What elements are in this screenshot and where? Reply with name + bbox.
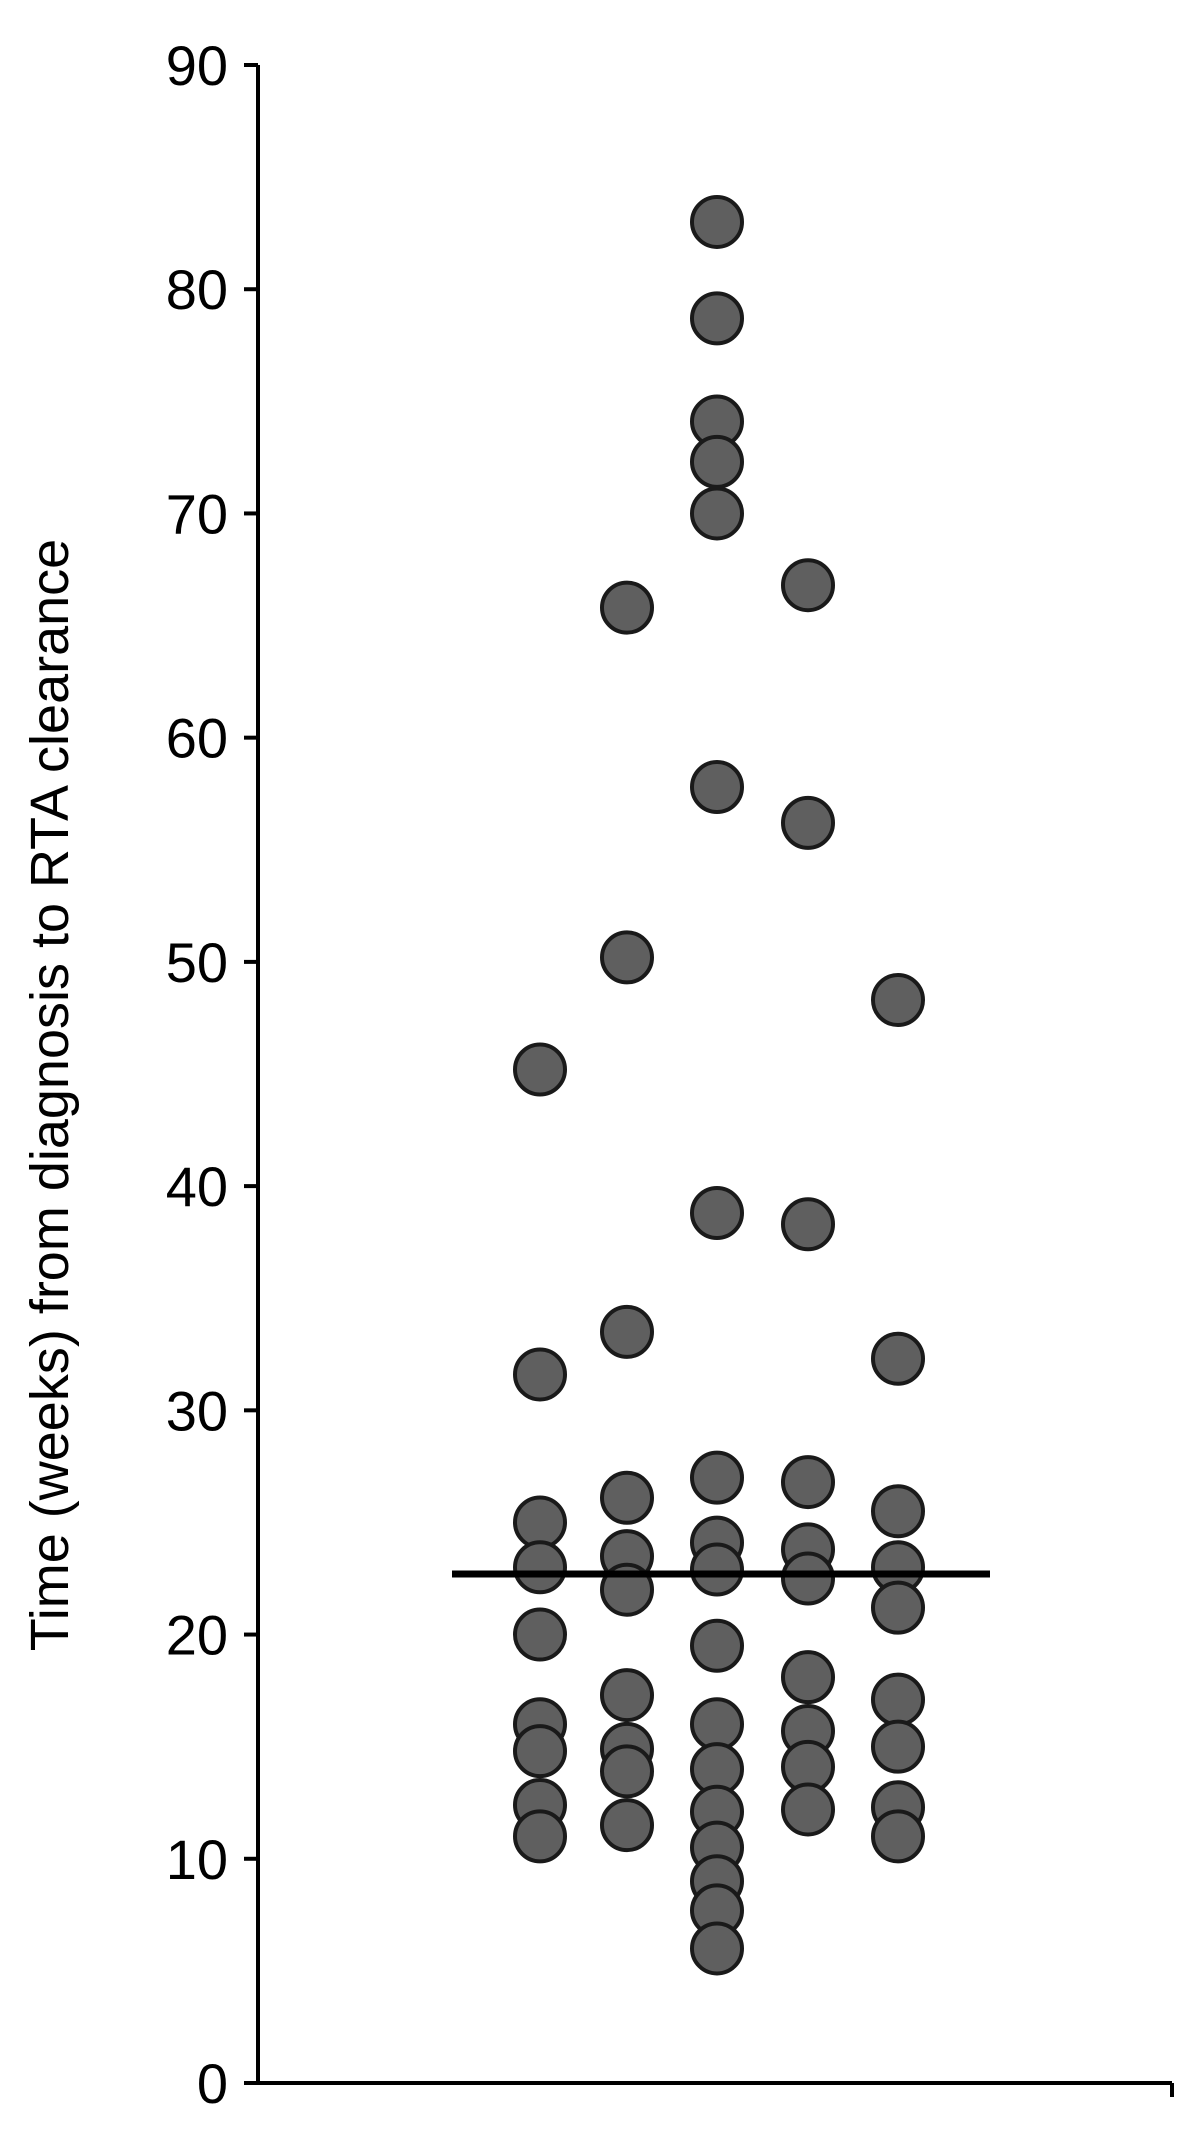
data-point xyxy=(690,1450,744,1505)
data-point xyxy=(690,291,744,346)
data-points xyxy=(513,194,925,1976)
y-tick-label: 20 xyxy=(166,1604,228,1667)
data-point xyxy=(781,1551,835,1606)
data-point xyxy=(690,194,744,249)
y-tick-label: 0 xyxy=(197,2052,228,2115)
data-point xyxy=(871,1580,925,1635)
y-tick-label: 40 xyxy=(166,1155,228,1218)
data-point xyxy=(690,434,744,489)
y-axis-title: Time (weeks) from diagnosis to RTA clear… xyxy=(20,539,80,1651)
data-point xyxy=(513,1495,567,1550)
data-point xyxy=(600,1668,654,1723)
data-point xyxy=(600,1798,654,1853)
data-point xyxy=(513,1724,567,1779)
data-point xyxy=(513,1540,567,1595)
data-point xyxy=(690,1697,744,1752)
data-point xyxy=(871,1719,925,1774)
data-point xyxy=(513,1809,567,1864)
y-tick-label: 60 xyxy=(166,707,228,770)
data-point xyxy=(600,1744,654,1799)
y-tick-label: 70 xyxy=(166,482,228,545)
data-point xyxy=(781,795,835,850)
y-tick-label: 10 xyxy=(166,1828,228,1891)
data-point xyxy=(513,1347,567,1402)
data-point xyxy=(513,1607,567,1662)
data-point xyxy=(781,1197,835,1252)
data-point xyxy=(871,973,925,1028)
data-point xyxy=(690,1542,744,1597)
data-point xyxy=(690,1186,744,1241)
data-point xyxy=(871,1331,925,1386)
data-point xyxy=(690,1618,744,1673)
data-point xyxy=(690,1921,744,1976)
y-tick-label: 90 xyxy=(166,34,228,97)
data-point xyxy=(600,1304,654,1359)
data-point xyxy=(690,759,744,814)
y-tick-label: 30 xyxy=(166,1379,228,1442)
y-axis-ticks: 0 10 20 30 40 50 60 70 80 90 xyxy=(166,34,258,2115)
data-point xyxy=(781,1782,835,1837)
data-point xyxy=(690,486,744,541)
data-point xyxy=(781,558,835,613)
data-point xyxy=(600,930,654,985)
data-point xyxy=(871,1809,925,1864)
data-point xyxy=(600,580,654,635)
data-point xyxy=(781,1650,835,1705)
y-tick-label: 50 xyxy=(166,931,228,994)
data-point xyxy=(871,1672,925,1727)
data-point xyxy=(513,1042,567,1097)
data-point xyxy=(600,1470,654,1525)
data-point xyxy=(781,1455,835,1510)
y-tick-label: 80 xyxy=(166,258,228,321)
data-point xyxy=(871,1484,925,1539)
